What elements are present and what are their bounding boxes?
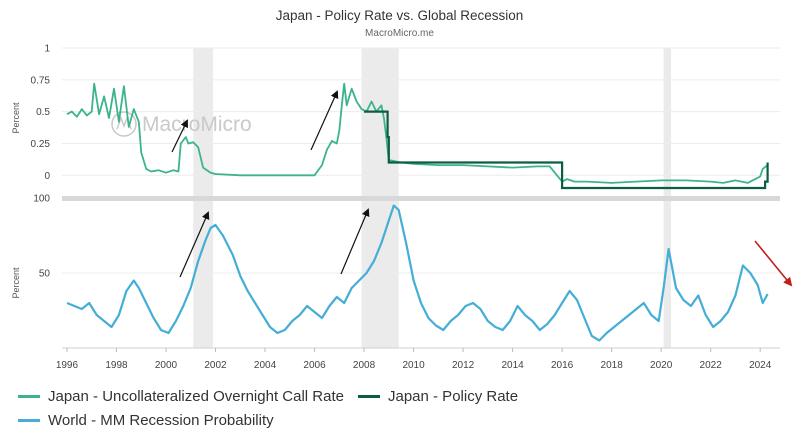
series-layer	[66, 82, 769, 342]
axis-labels: 1 0.75 0.5 0.25 0 100 50 1996 1998 2000 2002 2004 20…	[11, 44, 772, 372]
legend-item-call-rate[interactable]: Japan - Uncollateralized Overnight Call …	[18, 388, 344, 405]
x-tick-2: 2000	[155, 360, 178, 371]
arrow-2000-call-rate	[171, 119, 188, 153]
y-tick-top-3: 0.25	[31, 139, 51, 150]
legend-swatch-recession-prob	[18, 418, 40, 422]
x-tick-10: 2016	[551, 360, 574, 371]
arrow-2006-call-rate	[310, 90, 339, 151]
annotation-arrows	[171, 90, 793, 287]
x-tick-14: 2024	[749, 360, 772, 371]
x-tick-13: 2022	[700, 360, 723, 371]
x-tick-8: 2012	[452, 360, 475, 371]
legend-swatch-call-rate	[18, 394, 40, 398]
legend-label-recession-prob: World - MM Recession Probability	[48, 411, 274, 429]
y-axis-label-top: Percent	[11, 102, 21, 134]
series-call-rate	[66, 82, 769, 184]
legend-label-policy-rate: Japan - Policy Rate	[387, 387, 519, 405]
legend-swatch-policy-rate	[357, 394, 380, 398]
y-tick-top-4: 0	[44, 171, 50, 182]
arrow-2024-downturn	[754, 240, 793, 287]
x-tick-11: 2018	[601, 360, 624, 371]
y-tick-bottom-0: 100	[33, 194, 50, 205]
x-tick-12: 2020	[650, 360, 673, 371]
legend-item-recession-prob[interactable]: World - MM Recession Probability	[18, 412, 274, 429]
arrow-2008-recession	[340, 208, 370, 275]
x-tick-0: 1996	[56, 360, 79, 371]
arrow-2001-recession	[179, 211, 210, 278]
chart-area: MacroMicro 1 0.75 0.5 0.25 0 100 50 1996 1998 200…	[11, 44, 793, 372]
y-tick-top-1: 0.75	[31, 75, 51, 86]
x-tick-4: 2004	[254, 360, 277, 371]
legend-item-policy-rate[interactable]: Japan - Policy Rate	[357, 387, 519, 405]
panel-separator	[62, 196, 780, 201]
series-policy-rate	[364, 110, 769, 190]
x-tick-1: 1998	[105, 360, 128, 371]
x-tick-6: 2008	[353, 360, 376, 371]
x-tick-5: 2006	[303, 360, 326, 371]
chart-title: Japan - Policy Rate vs. Global Recession	[275, 8, 524, 23]
x-tick-3: 2002	[204, 360, 227, 371]
x-tick-9: 2014	[501, 360, 524, 371]
watermark-text: MacroMicro	[142, 113, 252, 136]
y-tick-top-0: 1	[44, 44, 50, 55]
legend: Japan - Uncollateralized Overnight Call …	[18, 384, 532, 432]
y-tick-top-2: 0.5	[36, 107, 50, 118]
legend-label-call-rate: Japan - Uncollateralized Overnight Call …	[48, 387, 344, 405]
chart-subtitle: MacroMicro.me	[365, 28, 434, 39]
x-tick-7: 2010	[402, 360, 425, 371]
y-axis-label-bottom: Percent	[11, 267, 21, 299]
watermark-logo-icon	[111, 111, 137, 137]
series-recession-probability	[66, 204, 769, 342]
y-tick-bottom-1: 50	[39, 269, 51, 280]
